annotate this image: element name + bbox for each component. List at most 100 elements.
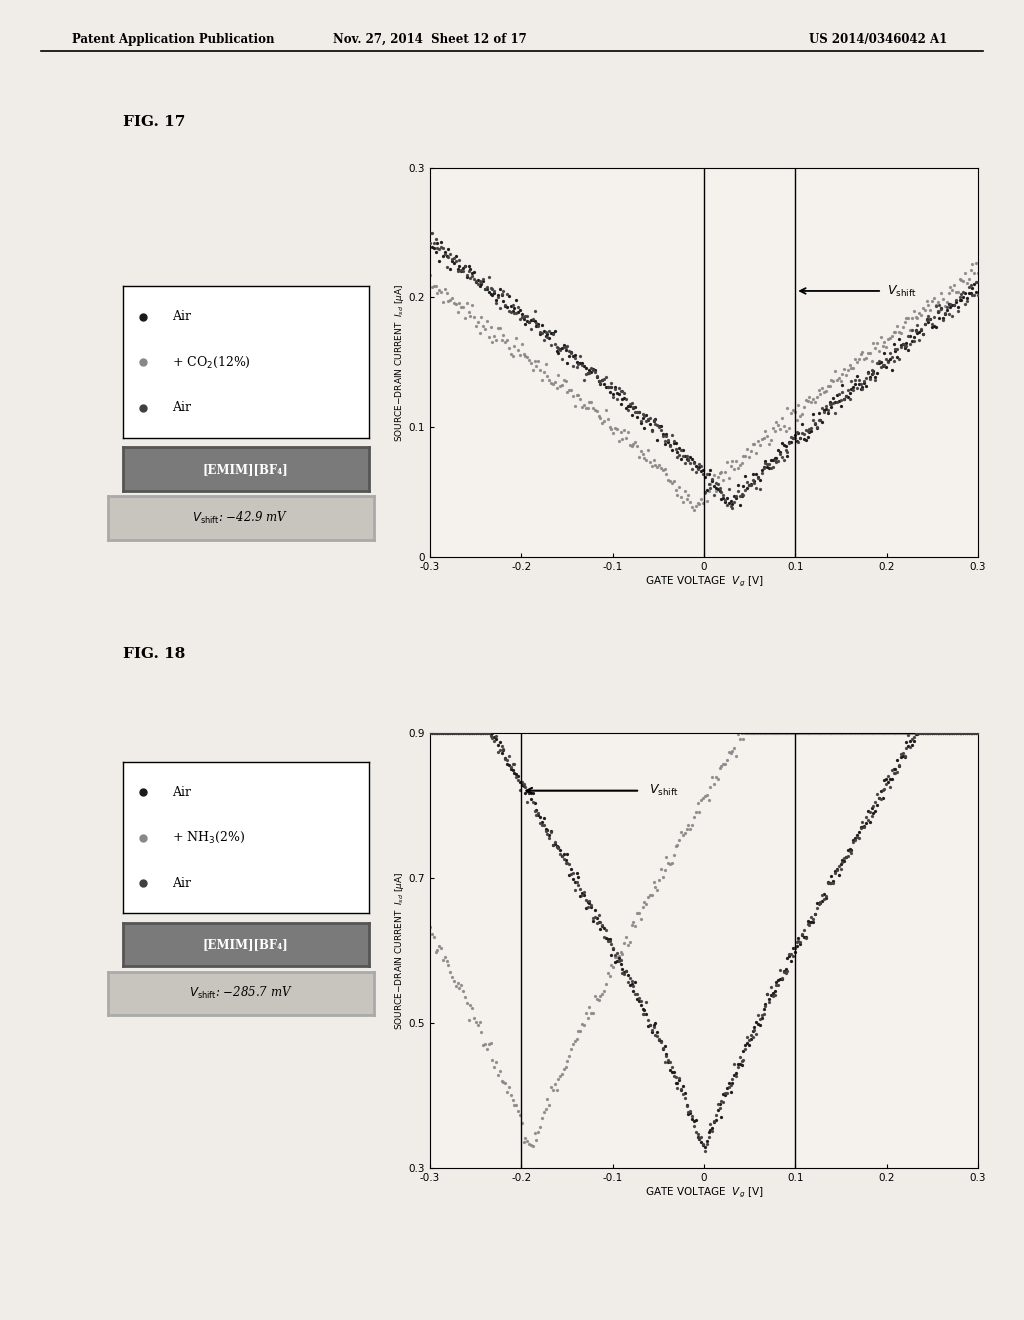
Point xyxy=(457,256,473,277)
Point xyxy=(642,1014,658,1035)
Point xyxy=(673,1080,689,1101)
Point xyxy=(689,792,706,813)
Point xyxy=(946,275,963,296)
Point xyxy=(563,341,580,362)
Point xyxy=(756,457,772,478)
Point xyxy=(677,445,693,466)
Point xyxy=(668,836,684,857)
Point xyxy=(748,478,764,499)
Point xyxy=(515,1131,531,1152)
Point xyxy=(782,432,799,453)
Point xyxy=(636,417,652,438)
Point xyxy=(651,417,668,438)
Point xyxy=(585,1002,601,1023)
Point xyxy=(905,301,922,322)
Point xyxy=(817,722,834,743)
Point xyxy=(656,433,673,454)
Point xyxy=(436,722,453,743)
Point xyxy=(730,480,746,502)
Point xyxy=(466,268,482,289)
Point xyxy=(492,731,508,752)
Point xyxy=(752,470,768,491)
Point xyxy=(801,911,817,932)
Point xyxy=(538,818,554,840)
Point xyxy=(559,352,575,374)
Point xyxy=(450,259,466,280)
Point xyxy=(930,722,946,743)
Point xyxy=(948,289,965,310)
Point xyxy=(805,722,821,743)
Point xyxy=(480,281,497,302)
Point xyxy=(568,1028,585,1049)
Point xyxy=(464,263,480,284)
Point xyxy=(443,286,460,308)
Point xyxy=(528,313,545,334)
Point xyxy=(812,891,828,912)
Point xyxy=(566,871,583,892)
Point xyxy=(497,1073,513,1094)
Point xyxy=(731,486,748,507)
Point xyxy=(426,927,442,948)
Point xyxy=(627,432,643,453)
Point xyxy=(565,863,582,884)
Point xyxy=(913,318,930,339)
Point xyxy=(909,722,926,743)
Point xyxy=(826,360,843,381)
Point xyxy=(816,884,833,906)
Point xyxy=(478,722,495,743)
Point xyxy=(671,445,687,466)
Point xyxy=(626,981,642,1002)
Point xyxy=(649,1026,666,1047)
Point xyxy=(489,317,506,338)
Point xyxy=(594,370,610,391)
Point xyxy=(424,222,440,243)
Point xyxy=(768,722,784,743)
Point xyxy=(847,722,863,743)
Point xyxy=(526,1122,543,1143)
Point xyxy=(596,917,612,939)
Point xyxy=(664,1061,680,1082)
Point xyxy=(554,846,570,867)
Point xyxy=(501,754,517,775)
Point xyxy=(684,449,700,470)
Point xyxy=(861,368,878,389)
Point xyxy=(614,429,631,450)
Point xyxy=(836,847,852,869)
Point xyxy=(609,950,626,972)
Point xyxy=(689,1126,706,1147)
Point xyxy=(854,342,870,363)
Point xyxy=(870,787,887,808)
Point xyxy=(522,783,539,804)
Point xyxy=(800,426,816,447)
Point xyxy=(708,477,724,498)
Point xyxy=(486,1056,503,1077)
Point xyxy=(870,722,887,743)
Point xyxy=(654,459,671,480)
Point xyxy=(721,479,737,500)
Point xyxy=(635,896,651,917)
Point xyxy=(574,884,591,906)
Point xyxy=(937,722,953,743)
Point xyxy=(557,853,573,874)
Point xyxy=(893,743,909,764)
Point xyxy=(914,722,931,743)
Point xyxy=(849,824,865,845)
Point xyxy=(662,434,678,455)
Point xyxy=(731,729,748,750)
Point xyxy=(580,397,596,418)
Point xyxy=(740,474,757,495)
Point xyxy=(563,858,580,879)
Point xyxy=(791,422,807,444)
Point xyxy=(450,260,466,281)
Point xyxy=(534,1107,550,1129)
Point xyxy=(660,432,677,453)
Point xyxy=(916,314,933,335)
Point xyxy=(946,722,963,743)
Point xyxy=(791,395,807,416)
Point xyxy=(682,446,698,467)
Point xyxy=(821,873,838,894)
Point xyxy=(713,755,729,776)
Point xyxy=(534,814,550,836)
Point xyxy=(519,1131,536,1152)
Point xyxy=(693,488,710,510)
